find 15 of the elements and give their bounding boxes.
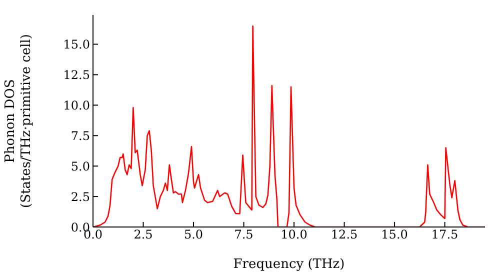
y-tick-label: 12.5	[63, 68, 90, 82]
y-axis-title: Phonon DOS (States/THz·primitive cell)	[3, 34, 34, 208]
y-tick-label: 10.0	[63, 98, 90, 112]
y-tick-label: 5.0	[70, 159, 90, 174]
x-tick-label: 17.5	[431, 228, 458, 242]
x-tick-label: 7.5	[234, 228, 254, 242]
x-tick-label: 15.0	[381, 228, 408, 242]
x-tick-label: 2.5	[134, 228, 153, 242]
x-tick-label: 5.0	[184, 228, 204, 242]
x-axis-title: Frequency (THz)	[233, 257, 345, 272]
y-tick-label: 15.0	[63, 38, 90, 52]
x-tick-label: 10.0	[280, 228, 308, 242]
x-tick-label: 12.5	[330, 228, 358, 242]
y-tick-label: 7.5	[70, 128, 90, 143]
y-tick-label: 2.5	[70, 190, 90, 204]
